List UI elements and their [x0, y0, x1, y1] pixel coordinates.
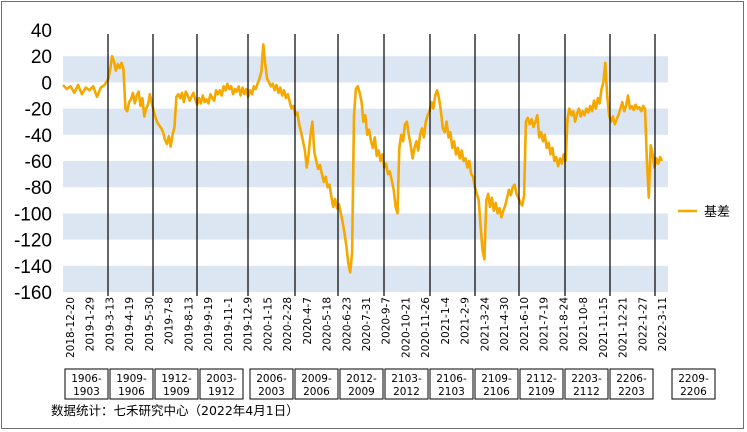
x-tick-label: 2020-7-31 — [361, 297, 373, 351]
contract-box: 2009-2006 — [294, 368, 339, 400]
contract-box: 2112-2109 — [519, 368, 564, 400]
legend: 基差 — [678, 205, 730, 220]
y-tick-label: -160 — [14, 283, 52, 304]
y-tick-label: -140 — [14, 257, 52, 278]
svg-text:1912-: 1912- — [161, 373, 192, 385]
grid-bands — [63, 56, 668, 292]
svg-text:1903: 1903 — [73, 386, 100, 398]
x-tick-label: 2019-7-8 — [164, 297, 176, 345]
y-tick-label: -60 — [25, 152, 52, 173]
svg-text:2009: 2009 — [348, 386, 375, 398]
x-tick-label: 2021-8-24 — [558, 297, 570, 352]
x-tick-label: 2019-8-13 — [183, 297, 195, 351]
x-tick-label: 2020-9-7 — [381, 297, 393, 345]
x-tick-label: 2021-12-21 — [618, 297, 630, 358]
contract-box: 2103-2012 — [384, 368, 429, 400]
x-tick-label: 2019-4-19 — [124, 297, 136, 351]
svg-text:2106: 2106 — [483, 386, 510, 398]
source-note: 数据统计：七禾研究中心（2022年4月1日） — [51, 403, 299, 418]
svg-text:2006: 2006 — [303, 386, 330, 398]
grid-band — [63, 161, 668, 188]
y-tick-label: -80 — [25, 178, 52, 199]
x-tick-label: 2020-2-28 — [282, 297, 294, 351]
y-tick-label: 0 — [41, 73, 52, 94]
x-tick-label: 2020-4-7 — [302, 297, 314, 345]
svg-text:2209-: 2209- — [678, 373, 709, 385]
svg-text:2012: 2012 — [393, 386, 420, 398]
x-tick-label: 2021-2-9 — [460, 297, 472, 345]
contract-box: 2203-2112 — [564, 368, 609, 400]
series-line-basis — [62, 43, 664, 274]
svg-text:2003: 2003 — [258, 386, 285, 398]
series-layer — [62, 43, 664, 274]
legend-label: 基差 — [704, 205, 730, 220]
x-tick-label: 2019-1-29 — [85, 297, 97, 351]
contract-box: 2109-2106 — [474, 368, 519, 400]
svg-text:1909-: 1909- — [116, 373, 147, 385]
svg-text:2103-: 2103- — [391, 373, 422, 385]
svg-text:2109: 2109 — [528, 386, 555, 398]
x-tick-label: 2021-6-10 — [519, 297, 531, 351]
y-tick-label: -40 — [25, 126, 52, 147]
contract-box: 2012-2009 — [339, 368, 384, 400]
svg-text:2109-: 2109- — [481, 373, 512, 385]
svg-text:2203: 2203 — [618, 386, 645, 398]
y-tick-label: 20 — [31, 47, 52, 68]
x-tick-label: 2019-11-1 — [223, 297, 235, 351]
y-tick-label: -20 — [25, 100, 52, 121]
grid-band — [63, 213, 668, 240]
contract-box: 1912-1909 — [154, 368, 199, 400]
svg-text:2003-: 2003- — [206, 373, 237, 385]
svg-text:2103: 2103 — [438, 386, 465, 398]
grid-band — [63, 265, 668, 292]
x-tick-label: 2021-1-4 — [440, 297, 452, 345]
x-axis-ticks: 2018-12-20 2019-1-29 2019-3-13 2019-4-19 201… — [65, 297, 669, 358]
contract-box: 1906-1903 — [64, 368, 109, 400]
contract-roll-lines — [107, 34, 656, 296]
svg-text:2112-: 2112- — [526, 373, 557, 385]
x-tick-label: 2019-12-9 — [243, 297, 255, 351]
x-tick-label: 2019-5-30 — [144, 297, 156, 351]
x-tick-label: 2020-11-26 — [420, 297, 432, 358]
x-tick-label: 2019-9-19 — [203, 297, 215, 351]
grid-band — [63, 56, 668, 83]
contract-box: 1909-1906 — [109, 368, 154, 400]
contract-box: 2006-2003 — [249, 368, 294, 400]
svg-text:2112: 2112 — [573, 386, 600, 398]
svg-text:1906: 1906 — [118, 386, 145, 398]
svg-text:2009-: 2009- — [301, 373, 332, 385]
x-tick-label: 2021-3-24 — [479, 297, 491, 352]
x-tick-label: 2019-3-13 — [105, 297, 117, 351]
y-tick-label: -100 — [14, 204, 52, 225]
svg-text:1909: 1909 — [163, 386, 190, 398]
x-tick-label: 2020-6-23 — [341, 297, 353, 351]
contract-box: 2209-2206 — [671, 368, 716, 400]
x-tick-label: 2021-7-19 — [539, 297, 551, 351]
svg-text:2206: 2206 — [680, 386, 707, 398]
y-tick-label: 40 — [31, 21, 52, 42]
x-tick-label: 2018-12-20 — [65, 297, 77, 358]
x-tick-label: 2021-11-15 — [598, 297, 610, 358]
x-tick-label: 2021-4-30 — [499, 297, 511, 351]
contract-box: 2106-2103 — [429, 368, 474, 400]
x-tick-label: 2021-10-8 — [578, 297, 590, 351]
svg-text:2203-: 2203- — [571, 373, 602, 385]
x-tick-label: 2022-3-11 — [657, 297, 669, 351]
x-tick-label: 2020-5-18 — [322, 297, 334, 351]
contract-boxes: 1906-19031909-19061912-19092003-19122006… — [64, 368, 716, 400]
y-axis-ticks: 40 20 0 -20 -40 -60 -80 -100 -120 -140 -160 — [14, 21, 52, 304]
x-tick-label: 2022-1-27 — [637, 297, 649, 351]
svg-text:1906-: 1906- — [71, 373, 102, 385]
x-tick-label: 2020-1-15 — [262, 297, 274, 351]
y-tick-label: -120 — [14, 231, 52, 252]
svg-text:2006-: 2006- — [256, 373, 287, 385]
svg-text:2206-: 2206- — [616, 373, 647, 385]
x-tick-label: 2020-10-21 — [401, 297, 413, 358]
contract-box: 2003-1912 — [199, 368, 244, 400]
svg-text:2012-: 2012- — [346, 373, 377, 385]
svg-text:2106-: 2106- — [436, 373, 467, 385]
svg-text:1912: 1912 — [208, 386, 235, 398]
contract-box: 2206-2203 — [609, 368, 654, 400]
